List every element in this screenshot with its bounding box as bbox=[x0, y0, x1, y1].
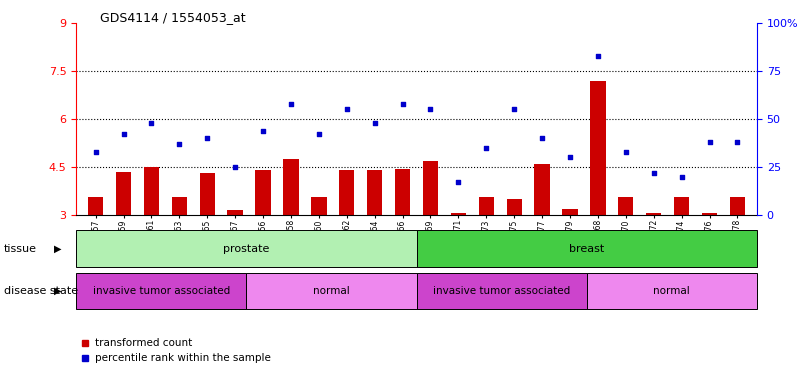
Point bbox=[173, 141, 186, 147]
Bar bbox=[506, 199, 522, 215]
Text: GDS4114 / 1554053_at: GDS4114 / 1554053_at bbox=[100, 12, 246, 25]
Bar bbox=[730, 197, 745, 215]
Bar bbox=[199, 174, 215, 215]
Point bbox=[312, 131, 325, 137]
Bar bbox=[586, 273, 757, 309]
Point bbox=[145, 120, 158, 126]
Text: ▶: ▶ bbox=[54, 286, 62, 296]
Bar bbox=[227, 210, 243, 215]
Point bbox=[89, 149, 102, 155]
Bar bbox=[417, 230, 757, 267]
Bar bbox=[88, 197, 103, 215]
Bar bbox=[423, 161, 438, 215]
Bar bbox=[590, 81, 606, 215]
Point bbox=[564, 154, 577, 161]
Text: breast: breast bbox=[569, 243, 605, 254]
Text: invasive tumor associated: invasive tumor associated bbox=[433, 286, 570, 296]
Bar bbox=[143, 167, 159, 215]
Bar bbox=[256, 170, 271, 215]
Point bbox=[647, 170, 660, 176]
Point bbox=[256, 127, 269, 134]
Bar bbox=[116, 172, 131, 215]
Point bbox=[731, 139, 744, 145]
Point bbox=[675, 174, 688, 180]
Text: prostate: prostate bbox=[223, 243, 269, 254]
Point bbox=[368, 120, 381, 126]
Point bbox=[508, 106, 521, 113]
Point bbox=[424, 106, 437, 113]
Bar bbox=[76, 273, 247, 309]
Text: ▶: ▶ bbox=[54, 243, 62, 254]
Point bbox=[229, 164, 242, 170]
Point bbox=[536, 135, 549, 141]
Bar bbox=[479, 197, 494, 215]
Bar bbox=[311, 197, 327, 215]
Bar bbox=[171, 197, 187, 215]
Text: invasive tumor associated: invasive tumor associated bbox=[93, 286, 230, 296]
Bar bbox=[674, 197, 690, 215]
Bar bbox=[417, 273, 586, 309]
Text: disease state: disease state bbox=[4, 286, 78, 296]
Point bbox=[452, 179, 465, 185]
Bar bbox=[646, 214, 662, 215]
Bar bbox=[534, 164, 549, 215]
Point bbox=[201, 135, 214, 141]
Point bbox=[480, 145, 493, 151]
Point bbox=[284, 101, 297, 107]
Bar bbox=[451, 214, 466, 215]
Bar bbox=[76, 230, 417, 267]
Text: tissue: tissue bbox=[4, 243, 37, 254]
Point bbox=[340, 106, 353, 113]
Point bbox=[703, 139, 716, 145]
Bar bbox=[395, 169, 410, 215]
Point bbox=[591, 53, 604, 59]
Point bbox=[619, 149, 632, 155]
Bar bbox=[367, 170, 382, 215]
Bar bbox=[339, 170, 354, 215]
Bar bbox=[562, 209, 578, 215]
Point bbox=[117, 131, 130, 137]
Bar bbox=[702, 214, 717, 215]
Point bbox=[396, 101, 409, 107]
Bar bbox=[247, 273, 417, 309]
Bar bbox=[284, 159, 299, 215]
Legend: transformed count, percentile rank within the sample: transformed count, percentile rank withi… bbox=[82, 338, 271, 363]
Bar bbox=[618, 197, 634, 215]
Text: normal: normal bbox=[654, 286, 690, 296]
Text: normal: normal bbox=[313, 286, 350, 296]
